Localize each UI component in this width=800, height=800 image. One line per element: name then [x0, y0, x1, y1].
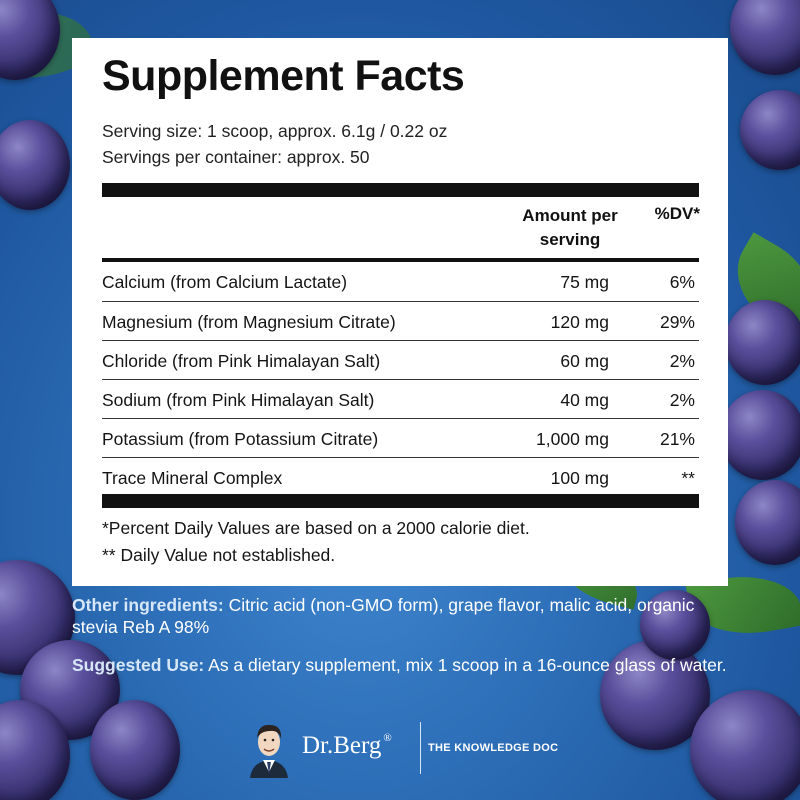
brand-tagline: THE KNOWLEDGE DOC	[428, 742, 559, 754]
grape-decoration	[720, 390, 800, 480]
grape-decoration	[730, 0, 800, 75]
nutrient-dv: 21%	[659, 429, 695, 449]
nutrient-name: Magnesium (from Magnesium Citrate)	[102, 312, 396, 332]
nutrient-amount: 60 mg	[560, 351, 609, 371]
footnote-dv: *Percent Daily Values are based on a 200…	[102, 518, 530, 538]
table-row: Potassium (from Potassium Citrate) 1,000…	[102, 418, 699, 458]
bottom-rule	[102, 494, 699, 508]
grape-decoration	[740, 90, 800, 170]
nutrient-name: Trace Mineral Complex	[102, 468, 283, 488]
grape-decoration	[0, 120, 70, 210]
suggested-use: Suggested Use: As a dietary supplement, …	[72, 654, 742, 676]
brand-wordmark: Dr.Berg	[302, 732, 382, 759]
logo-divider	[420, 722, 421, 774]
nutrient-amount: 100 mg	[550, 468, 609, 488]
supplement-facts-panel: Supplement Facts Serving size: 1 scoop, …	[72, 38, 728, 586]
registered-mark: ®	[383, 732, 392, 744]
grape-decoration	[640, 590, 710, 660]
table-row: Chloride (from Pink Himalayan Salt) 60 m…	[102, 340, 699, 380]
table-row: Calcium (from Calcium Lactate) 75 mg 6%	[102, 262, 699, 301]
other-ingredients-text: Citric acid (non-GMO form), grape flavor…	[72, 595, 695, 637]
nutrient-name: Sodium (from Pink Himalayan Salt)	[102, 390, 375, 410]
nutrient-name: Chloride (from Pink Himalayan Salt)	[102, 351, 381, 371]
nutrient-dv: 6%	[669, 272, 695, 292]
header-rule	[102, 258, 699, 262]
grape-decoration	[725, 300, 800, 385]
nutrient-amount: 1,000 mg	[536, 429, 609, 449]
serving-info: Serving size: 1 scoop, approx. 6.1g / 0.…	[102, 118, 447, 170]
grape-decoration	[690, 690, 800, 800]
nutrient-dv: 2%	[669, 351, 695, 371]
other-ingredients-label: Other ingredients:	[72, 595, 224, 615]
nutrient-dv: 2%	[669, 390, 695, 410]
nutrient-name: Potassium (from Potassium Citrate)	[102, 429, 379, 449]
nutrient-amount: 75 mg	[560, 272, 609, 292]
nutrient-dv: **	[681, 468, 695, 488]
nutrient-amount: 120 mg	[550, 312, 609, 332]
nutrient-amount: 40 mg	[560, 390, 609, 410]
other-ingredients: Other ingredients: Citric acid (non-GMO …	[72, 594, 742, 638]
table-row: Trace Mineral Complex 100 mg **	[102, 457, 699, 497]
panel-title: Supplement Facts	[102, 52, 465, 100]
grape-decoration	[735, 480, 800, 565]
table-row: Sodium (from Pink Himalayan Salt) 40 mg …	[102, 379, 699, 419]
suggested-use-text: As a dietary supplement, mix 1 scoop in …	[208, 655, 727, 675]
header-amount: Amount per serving	[510, 204, 630, 252]
dr-berg-portrait-icon	[250, 724, 288, 778]
suggested-use-label: Suggested Use:	[72, 655, 205, 675]
nutrient-dv: 29%	[659, 312, 695, 332]
serving-size: Serving size: 1 scoop, approx. 6.1g / 0.…	[102, 121, 448, 141]
table-row: Magnesium (from Magnesium Citrate) 120 m…	[102, 301, 699, 341]
header-dv: %DV*	[654, 204, 700, 223]
nutrient-name: Calcium (from Calcium Lactate)	[102, 272, 348, 292]
brand-name: Dr.Berg ®	[302, 732, 392, 760]
grape-decoration	[90, 700, 180, 800]
footnote-not-established: ** Daily Value not established.	[102, 545, 336, 565]
header-amount-line2: serving	[539, 230, 601, 249]
servings-per-container: Servings per container: approx. 50	[102, 147, 370, 167]
header-amount-line1: Amount per	[522, 206, 618, 225]
top-rule	[102, 183, 699, 197]
